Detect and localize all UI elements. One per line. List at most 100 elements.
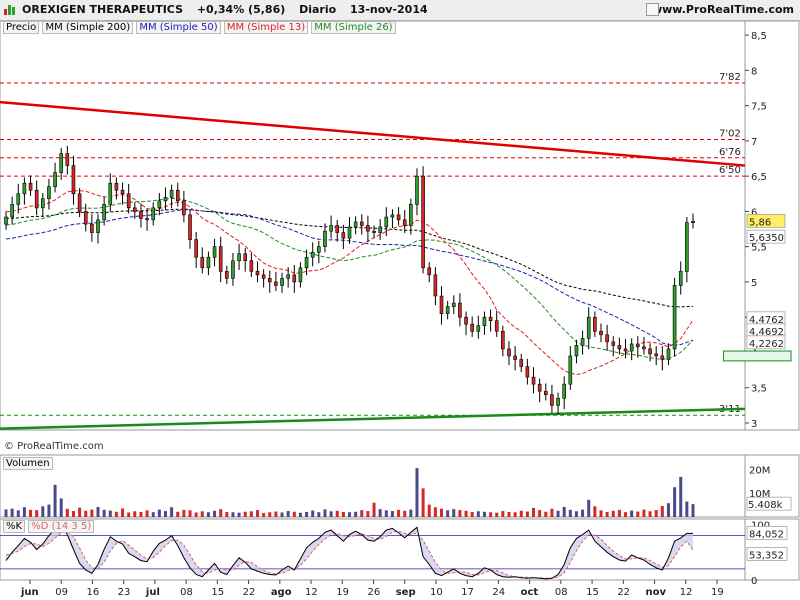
volume-bar xyxy=(642,509,646,517)
stoch-d-line xyxy=(5,530,694,579)
volume-bar xyxy=(624,512,628,517)
candle-body xyxy=(157,200,162,209)
candle-body xyxy=(335,225,340,233)
stoch-tag-label: 84,052 xyxy=(749,529,784,540)
volume-bar xyxy=(90,509,94,517)
candle-body xyxy=(691,220,695,223)
candle-body xyxy=(439,295,444,314)
site-link[interactable]: www.ProRealTime.com xyxy=(651,3,794,16)
candle-body xyxy=(145,218,149,221)
y-tick-label: 8 xyxy=(751,66,757,77)
x-tick-label: 16 xyxy=(86,587,99,598)
legend-ma26: MM (Simple 26) xyxy=(311,21,396,34)
candle-body xyxy=(396,214,401,221)
candle-body xyxy=(464,316,468,325)
volume-bar xyxy=(35,510,39,517)
volume-bar xyxy=(200,511,204,517)
volume-bar xyxy=(219,509,223,517)
candle-body xyxy=(562,383,566,399)
volume-bar xyxy=(225,511,229,517)
candle-body xyxy=(200,256,205,269)
volume-bar xyxy=(550,508,554,517)
stoch-legend: %K %D (14 3 5) xyxy=(3,520,95,533)
stoch-tick-label: 100 xyxy=(751,521,770,532)
volume-bar xyxy=(605,511,609,517)
candle-body xyxy=(292,274,297,283)
change-value: +0,34% (5,86) xyxy=(196,3,286,16)
volume-bar xyxy=(176,511,180,517)
settings-icon[interactable] xyxy=(646,3,659,16)
volume-bar xyxy=(532,507,536,517)
volume-bar xyxy=(556,510,560,517)
candle-body xyxy=(28,182,33,191)
volume-bar xyxy=(617,509,621,517)
volume-bar xyxy=(513,512,517,517)
x-tick-label: jun xyxy=(20,587,39,598)
legend-ma50: MM (Simple 50) xyxy=(136,21,221,34)
candle-body xyxy=(372,230,376,233)
instrument-name: OREXIGEN THERAPEUTICS xyxy=(22,3,183,16)
trendline-support xyxy=(0,407,746,430)
candle-body xyxy=(139,211,143,219)
candle-body xyxy=(488,316,493,321)
price-tag-box xyxy=(746,229,786,244)
candle-body xyxy=(175,189,180,202)
candle-body xyxy=(672,285,677,350)
watermark: © ProRealTime.com xyxy=(4,441,104,452)
stoch-tag-box xyxy=(746,526,788,540)
volume-bar xyxy=(194,512,198,517)
candle-body xyxy=(427,267,432,276)
candle-body xyxy=(65,153,70,166)
volume-bar xyxy=(127,512,131,517)
volume-bar xyxy=(53,484,57,517)
candle-body xyxy=(605,334,609,343)
x-tick-label: 17 xyxy=(461,587,474,598)
candle-body xyxy=(237,253,241,262)
y-tick-label: 3,5 xyxy=(751,384,767,395)
volume-bar xyxy=(348,512,351,517)
candle-body xyxy=(678,271,683,286)
candle-body xyxy=(194,239,198,258)
level-label: 7'82 xyxy=(719,72,741,83)
volume-bar xyxy=(243,511,247,517)
volume-panel xyxy=(0,454,746,518)
price-tag-ma13: 4,4762 xyxy=(749,315,784,326)
volume-bar xyxy=(139,511,143,517)
candle-body xyxy=(623,348,628,352)
price-tag-price: 5,86 xyxy=(749,217,771,228)
candle-body xyxy=(102,204,106,221)
candle-body xyxy=(261,274,266,279)
chart-title: OREXIGEN THERAPEUTICS +0,34% (5,86) Diar… xyxy=(22,3,438,16)
candle-body xyxy=(433,274,438,297)
volume-bar xyxy=(519,510,523,517)
candle-body xyxy=(298,267,303,283)
volume-bar xyxy=(636,511,640,517)
x-tick-label: 26 xyxy=(368,587,381,598)
volume-bar xyxy=(298,512,302,517)
candle-body xyxy=(34,189,39,209)
volume-bar xyxy=(249,511,253,517)
y-tick-label: 6 xyxy=(751,207,757,218)
y-tick-label: 5 xyxy=(751,278,757,289)
volume-bar xyxy=(403,510,407,517)
volume-bar xyxy=(581,509,585,517)
x-tick-label: nov xyxy=(646,587,667,598)
volume-bar xyxy=(59,498,63,517)
stoch-k-line xyxy=(5,526,693,580)
trendline-resistance xyxy=(0,100,746,167)
ma13-line xyxy=(5,190,694,375)
candle-body xyxy=(629,343,634,352)
candle-body xyxy=(648,348,652,355)
candle-body xyxy=(267,278,272,283)
volume-bar xyxy=(476,511,480,517)
stoch-tag-box xyxy=(746,547,788,561)
candle-body xyxy=(4,216,8,225)
candle-body xyxy=(212,246,217,258)
x-tick-label: 19 xyxy=(336,587,349,598)
ma26-line xyxy=(5,197,694,360)
candle-body xyxy=(580,338,585,346)
stoch-panel xyxy=(0,518,746,581)
x-tick-label: 08 xyxy=(180,587,193,598)
volume-bar xyxy=(568,509,572,517)
